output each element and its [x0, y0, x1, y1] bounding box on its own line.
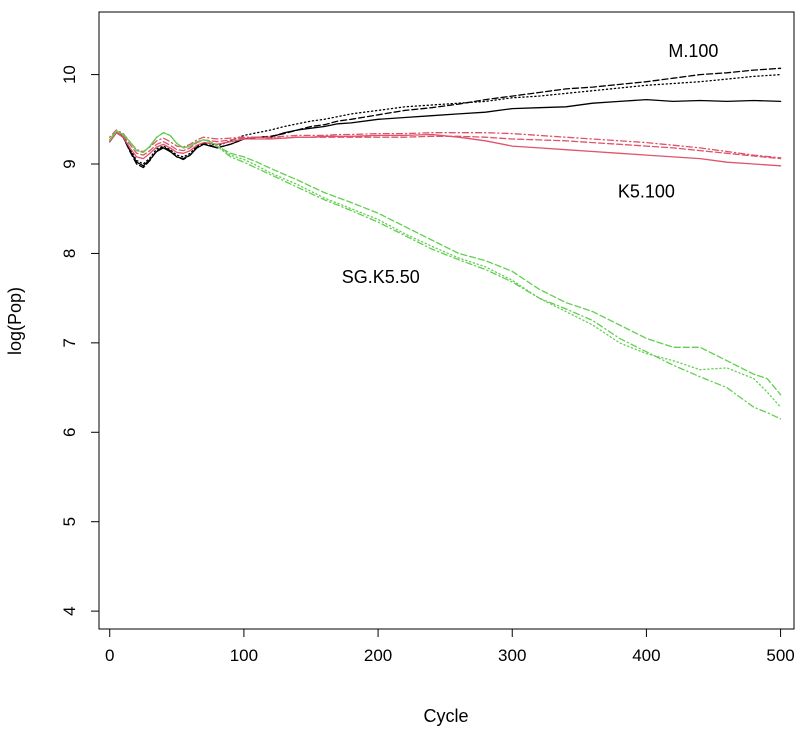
x-tick-label: 400	[632, 646, 660, 665]
annotation-label: SG.K5.50	[342, 267, 420, 287]
y-axis: 4 5 6 7 8 9 10	[60, 65, 100, 616]
y-axis-label: log(Pop)	[5, 287, 25, 355]
series-line-sg-k5-50-dotted	[109, 130, 782, 408]
y-tick-label: 4	[60, 606, 79, 615]
x-tick-label: 0	[105, 646, 114, 665]
x-tick-label: 100	[230, 646, 258, 665]
y-tick-label: 10	[60, 65, 79, 84]
series-line-k5-100-dashed	[109, 131, 782, 160]
y-tick-label: 8	[60, 249, 79, 258]
x-axis: 0 100 200 300 400 500	[105, 628, 795, 665]
series-line-k5-100-dotdash	[109, 129, 782, 159]
x-axis-label: Cycle	[423, 706, 468, 726]
series-line-m-100-dashed	[109, 67, 782, 169]
series-line-m-100-solid	[109, 98, 782, 167]
y-tick-label: 7	[60, 338, 79, 347]
y-tick-label: 6	[60, 428, 79, 437]
y-tick-label: 9	[60, 159, 79, 168]
series-line-sg-k5-50-dashed	[109, 130, 782, 396]
x-tick-label: 200	[364, 646, 392, 665]
annotation-label: K5.100	[618, 181, 675, 201]
annotation-label: M.100	[668, 41, 718, 61]
series-line-m-100-dotted	[109, 73, 782, 165]
x-tick-label: 500	[766, 646, 794, 665]
series-layer	[109, 67, 782, 420]
y-tick-label: 5	[60, 517, 79, 526]
plot-frame	[98, 11, 795, 630]
x-tick-label: 300	[498, 646, 526, 665]
annotation-layer: M.100 K5.100 SG.K5.50	[342, 41, 719, 287]
series-line-sg-k5-50-dotdash	[109, 130, 782, 420]
series-line-k5-100-solid	[109, 132, 782, 167]
